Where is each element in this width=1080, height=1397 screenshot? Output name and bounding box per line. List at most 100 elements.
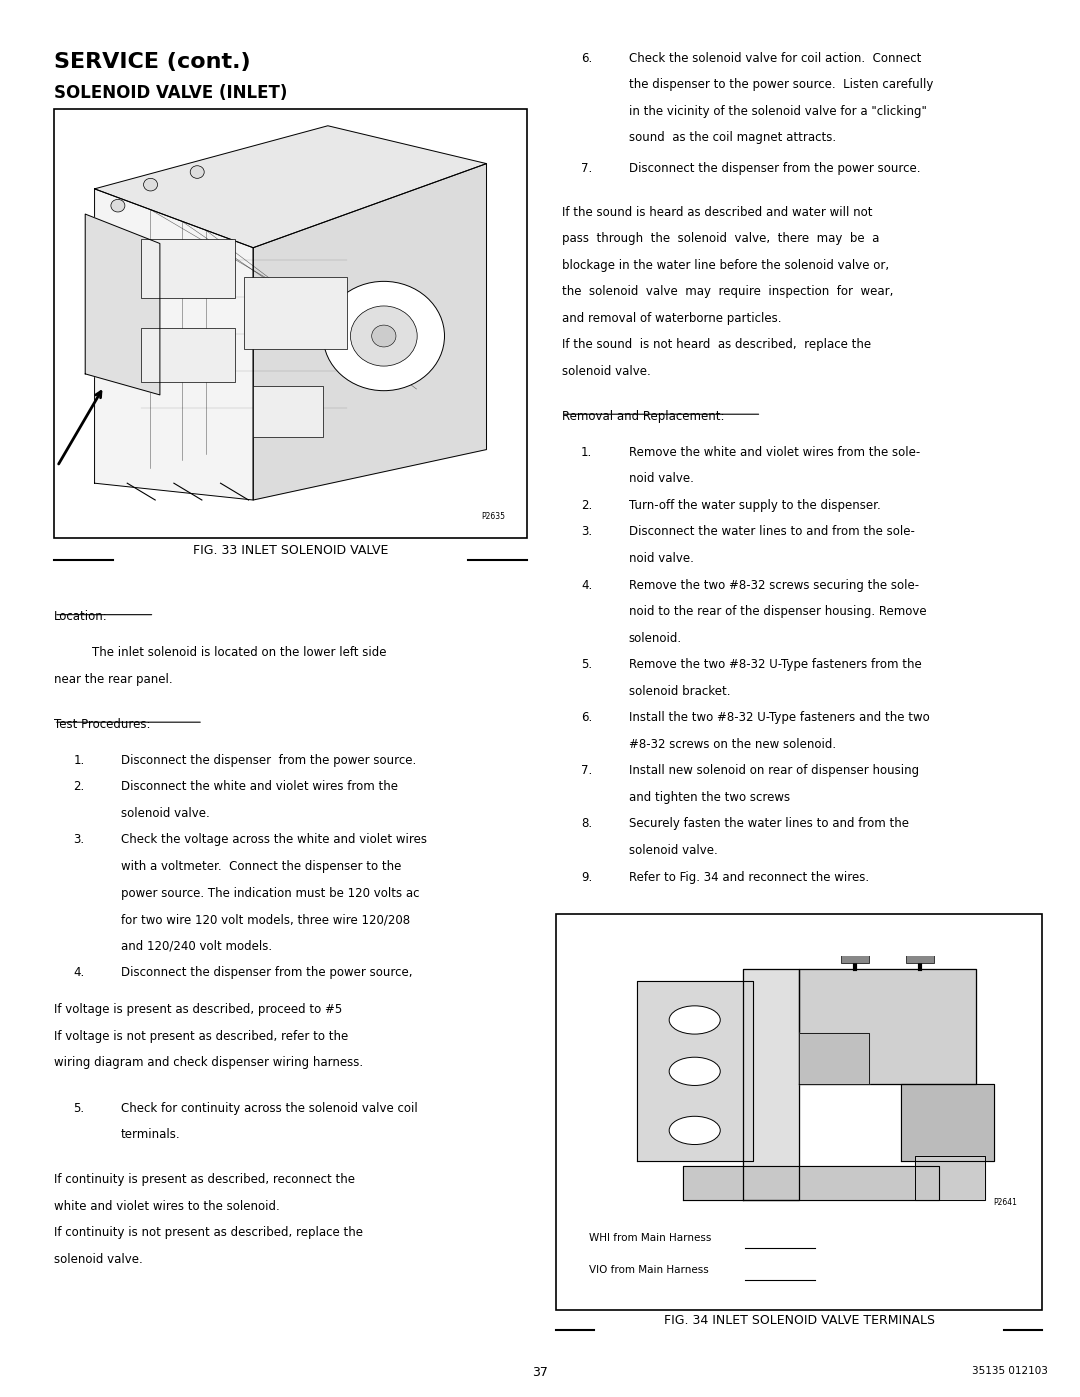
Text: wiring diagram and check dispenser wiring harness.: wiring diagram and check dispenser wirin… xyxy=(54,1056,363,1070)
Polygon shape xyxy=(916,1157,985,1200)
Text: 1.: 1. xyxy=(73,754,84,767)
Text: FIG. 34 INLET SOLENOID VALVE TERMINALS: FIG. 34 INLET SOLENOID VALVE TERMINALS xyxy=(664,1315,934,1327)
Text: 4.: 4. xyxy=(581,578,592,591)
Text: the  solenoid  valve  may  require  inspection  for  wear,: the solenoid valve may require inspectio… xyxy=(562,285,893,299)
Text: solenoid.: solenoid. xyxy=(629,631,681,644)
Text: 3.: 3. xyxy=(581,525,592,538)
Circle shape xyxy=(111,200,125,212)
Text: Disconnect the dispenser  from the power source.: Disconnect the dispenser from the power … xyxy=(121,754,416,767)
Text: Securely fasten the water lines to and from the: Securely fasten the water lines to and f… xyxy=(629,817,908,830)
Text: Disconnect the dispenser from the power source.: Disconnect the dispenser from the power … xyxy=(629,162,920,175)
Text: and removal of waterborne particles.: and removal of waterborne particles. xyxy=(562,312,781,326)
Text: 5.: 5. xyxy=(73,1102,84,1115)
Polygon shape xyxy=(95,126,486,247)
Text: 7.: 7. xyxy=(581,764,592,777)
Bar xyxy=(556,914,1042,1310)
Text: 7.: 7. xyxy=(581,162,592,175)
Text: P2635: P2635 xyxy=(481,513,505,521)
Text: blockage in the water line before the solenoid valve or,: blockage in the water line before the so… xyxy=(562,258,889,272)
Text: 5.: 5. xyxy=(581,658,592,671)
Text: If the sound is heard as described and water will not: If the sound is heard as described and w… xyxy=(562,205,873,219)
Text: 6.: 6. xyxy=(581,52,592,64)
Text: with a voltmeter.  Connect the dispenser to the: with a voltmeter. Connect the dispenser … xyxy=(121,861,402,873)
Text: for two wire 120 volt models, three wire 120/208: for two wire 120 volt models, three wire… xyxy=(121,914,410,926)
Text: SOLENOID VALVE (INLET): SOLENOID VALVE (INLET) xyxy=(54,84,287,102)
Text: pass  through  the  solenoid  valve,  there  may  be  a: pass through the solenoid valve, there m… xyxy=(562,232,879,246)
Text: Install new solenoid on rear of dispenser housing: Install new solenoid on rear of dispense… xyxy=(629,764,919,777)
Text: 3.: 3. xyxy=(73,834,84,847)
Text: solenoid valve.: solenoid valve. xyxy=(562,365,650,379)
Text: 1.: 1. xyxy=(581,446,592,458)
Circle shape xyxy=(670,1006,720,1034)
Text: If continuity is present as described, reconnect the: If continuity is present as described, r… xyxy=(54,1173,355,1186)
Text: solenoid valve.: solenoid valve. xyxy=(121,807,210,820)
Text: If voltage is present as described, proceed to #5: If voltage is present as described, proc… xyxy=(54,1003,342,1017)
Text: and tighten the two screws: and tighten the two screws xyxy=(629,791,789,803)
Polygon shape xyxy=(85,214,160,395)
Text: WHI from Main Harness: WHI from Main Harness xyxy=(589,1234,711,1243)
Circle shape xyxy=(323,281,445,391)
Polygon shape xyxy=(743,968,799,1200)
Text: solenoid valve.: solenoid valve. xyxy=(54,1253,143,1266)
Text: Location:: Location: xyxy=(54,610,108,623)
Text: #8-32 screws on the new solenoid.: #8-32 screws on the new solenoid. xyxy=(629,738,836,750)
Text: 6.: 6. xyxy=(581,711,592,724)
Polygon shape xyxy=(799,968,975,1084)
Text: near the rear panel.: near the rear panel. xyxy=(54,673,173,686)
Text: SERVICE (cont.): SERVICE (cont.) xyxy=(54,52,251,71)
Text: solenoid bracket.: solenoid bracket. xyxy=(629,685,730,697)
Circle shape xyxy=(190,166,204,179)
Text: VIO from Main Harness: VIO from Main Harness xyxy=(589,1266,708,1275)
Text: 35135 012103: 35135 012103 xyxy=(972,1366,1048,1376)
Polygon shape xyxy=(799,1032,868,1084)
Text: 2.: 2. xyxy=(73,781,84,793)
Bar xyxy=(244,277,347,349)
Polygon shape xyxy=(95,189,253,500)
Text: noid to the rear of the dispenser housing. Remove: noid to the rear of the dispenser housin… xyxy=(629,605,927,617)
Text: noid valve.: noid valve. xyxy=(629,472,693,485)
Bar xyxy=(141,328,234,383)
Text: If the sound  is not heard  as described,  replace the: If the sound is not heard as described, … xyxy=(562,338,870,352)
Text: Check for continuity across the solenoid valve coil: Check for continuity across the solenoid… xyxy=(121,1102,418,1115)
Polygon shape xyxy=(902,1084,995,1161)
Bar xyxy=(141,239,234,298)
Text: 37: 37 xyxy=(532,1366,548,1379)
Text: Disconnect the white and violet wires from the: Disconnect the white and violet wires fr… xyxy=(121,781,397,793)
Text: Install the two #8-32 U-Type fasteners and the two: Install the two #8-32 U-Type fasteners a… xyxy=(629,711,929,724)
Text: 2.: 2. xyxy=(581,499,592,511)
Bar xyxy=(253,387,323,437)
Text: the dispenser to the power source.  Listen carefully: the dispenser to the power source. Liste… xyxy=(629,78,933,91)
Text: power source. The indication must be 120 volts ac: power source. The indication must be 120… xyxy=(121,887,419,900)
Circle shape xyxy=(144,179,158,191)
Text: Remove the two #8-32 screws securing the sole-: Remove the two #8-32 screws securing the… xyxy=(629,578,919,591)
Text: Disconnect the water lines to and from the sole-: Disconnect the water lines to and from t… xyxy=(629,525,915,538)
Text: Turn-off the water supply to the dispenser.: Turn-off the water supply to the dispens… xyxy=(629,499,880,511)
Text: white and violet wires to the solenoid.: white and violet wires to the solenoid. xyxy=(54,1200,280,1213)
Polygon shape xyxy=(253,163,486,500)
Text: The inlet solenoid is located on the lower left side: The inlet solenoid is located on the low… xyxy=(92,647,387,659)
Bar xyxy=(54,109,527,538)
Text: terminals.: terminals. xyxy=(121,1129,180,1141)
Text: Disconnect the dispenser from the power source,: Disconnect the dispenser from the power … xyxy=(121,967,413,979)
Polygon shape xyxy=(683,1166,939,1200)
Text: If voltage is not present as described, refer to the: If voltage is not present as described, … xyxy=(54,1030,348,1044)
Circle shape xyxy=(670,1058,720,1085)
Text: in the vicinity of the solenoid valve for a "clicking": in the vicinity of the solenoid valve fo… xyxy=(629,105,927,117)
Bar xyxy=(841,953,868,964)
Text: noid valve.: noid valve. xyxy=(629,552,693,564)
Text: and 120/240 volt models.: and 120/240 volt models. xyxy=(121,940,272,953)
Text: sound  as the coil magnet attracts.: sound as the coil magnet attracts. xyxy=(629,131,836,144)
Polygon shape xyxy=(637,982,753,1161)
Text: Remove the white and violet wires from the sole-: Remove the white and violet wires from t… xyxy=(629,446,920,458)
Text: Check the voltage across the white and violet wires: Check the voltage across the white and v… xyxy=(121,834,427,847)
Bar xyxy=(906,953,934,964)
Text: solenoid valve.: solenoid valve. xyxy=(629,844,717,856)
Text: If continuity is not present as described, replace the: If continuity is not present as describe… xyxy=(54,1227,363,1239)
Text: Removal and Replacement:: Removal and Replacement: xyxy=(562,411,724,423)
Text: 8.: 8. xyxy=(581,817,592,830)
Text: Check the solenoid valve for coil action.  Connect: Check the solenoid valve for coil action… xyxy=(629,52,921,64)
Circle shape xyxy=(351,306,417,366)
Text: 9.: 9. xyxy=(581,870,592,883)
Circle shape xyxy=(372,326,396,346)
Circle shape xyxy=(670,1116,720,1144)
